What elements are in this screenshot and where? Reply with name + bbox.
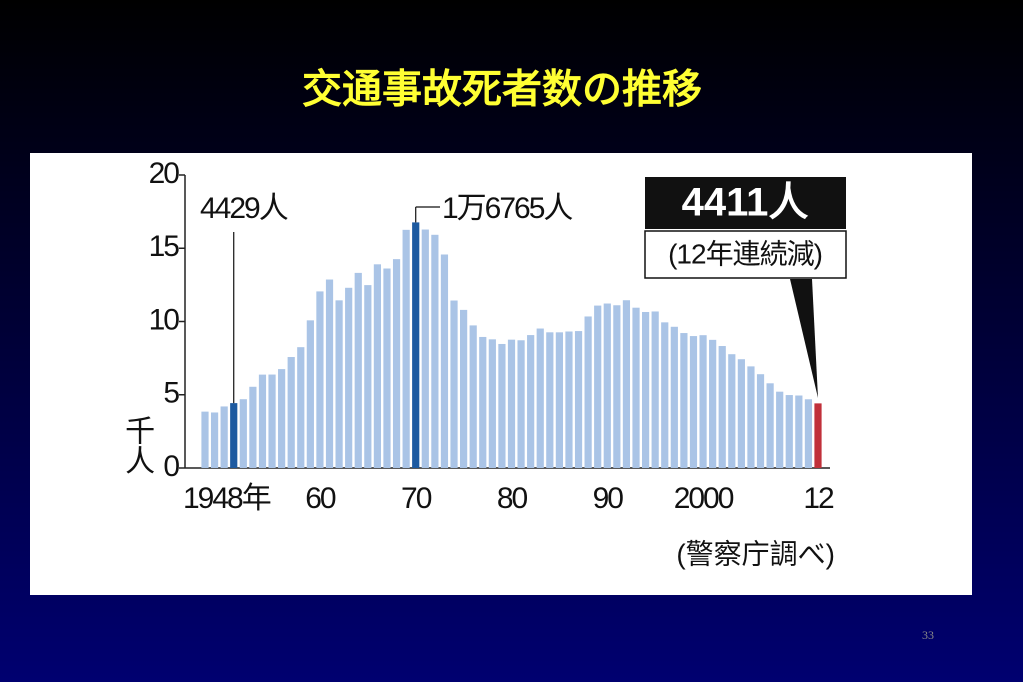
bar [210, 412, 219, 468]
bar [220, 406, 228, 468]
bar [460, 309, 468, 468]
bar [622, 300, 631, 468]
annotation: (12年連続減) [668, 238, 822, 269]
bar [527, 335, 535, 468]
bar [230, 403, 238, 468]
bar [450, 300, 458, 468]
bar [776, 391, 784, 468]
bar [201, 411, 209, 468]
bar [469, 325, 477, 468]
bar [498, 343, 506, 468]
bar [431, 234, 439, 468]
bar [412, 222, 420, 468]
bar [325, 279, 334, 468]
callout-pointer [790, 279, 818, 398]
bar [488, 339, 496, 468]
bar [316, 291, 324, 468]
bar [507, 339, 516, 468]
page-number: 33 [922, 628, 934, 642]
bar [632, 307, 640, 468]
y-axis-label: 千人 [120, 415, 154, 475]
bar [670, 326, 678, 468]
bar [574, 331, 583, 468]
bar [699, 335, 707, 468]
bar [239, 399, 247, 468]
slide-title: 交通事故死者数の推移 [302, 68, 702, 112]
callout-box [645, 177, 846, 229]
bar [383, 268, 391, 468]
bar [555, 332, 563, 468]
bar [421, 229, 429, 468]
x-tick-label: 1948年 [183, 482, 271, 515]
y-tick-label: 10 [149, 303, 180, 336]
bar [373, 264, 382, 468]
annotation: 1万6765人 [442, 192, 572, 225]
bar [546, 332, 554, 468]
bar [335, 300, 343, 468]
bar [804, 399, 813, 468]
bar [728, 354, 736, 468]
bar [345, 287, 353, 468]
bar [287, 357, 295, 468]
annotation: 4429人 [200, 192, 288, 225]
bar [661, 322, 669, 468]
bar [354, 272, 362, 468]
bar [795, 395, 803, 468]
bar [306, 320, 314, 468]
bar [814, 403, 822, 468]
bar [689, 336, 698, 468]
bar [709, 339, 717, 468]
callout-sub-box [644, 230, 847, 279]
x-tick-label: 2000 [674, 482, 734, 515]
bar [297, 347, 305, 468]
x-tick-label: 12 [803, 482, 834, 515]
bar [565, 331, 573, 468]
bar [584, 316, 592, 468]
bar [536, 328, 544, 468]
x-tick-label: 80 [497, 482, 528, 515]
bar [402, 229, 410, 468]
bar [392, 259, 401, 468]
annotation: 4411人 [682, 181, 809, 225]
bar [641, 311, 650, 468]
bar [258, 374, 267, 468]
bar [747, 366, 755, 468]
bar [603, 303, 611, 468]
y-tick-label: 20 [149, 157, 180, 190]
bar [278, 369, 286, 468]
bar [594, 305, 602, 468]
y-tick-label: 5 [163, 377, 179, 410]
bar [517, 340, 525, 468]
y-tick-label: 0 [163, 450, 179, 483]
x-tick-label: 90 [593, 482, 624, 515]
bar [737, 359, 745, 468]
bar [268, 374, 276, 468]
y-tick-label: 15 [149, 230, 180, 263]
bar [718, 346, 726, 468]
bar [766, 383, 774, 468]
bar [756, 374, 765, 468]
bar [613, 305, 621, 468]
bar [440, 254, 449, 468]
bar [785, 395, 793, 468]
x-tick-label: 70 [401, 482, 432, 515]
bar [651, 311, 659, 468]
bar [680, 333, 688, 468]
x-tick-label: 60 [305, 482, 336, 515]
bar [364, 285, 372, 468]
bar [249, 386, 257, 468]
source: (警察庁調べ) [676, 538, 835, 569]
bar [479, 336, 487, 468]
